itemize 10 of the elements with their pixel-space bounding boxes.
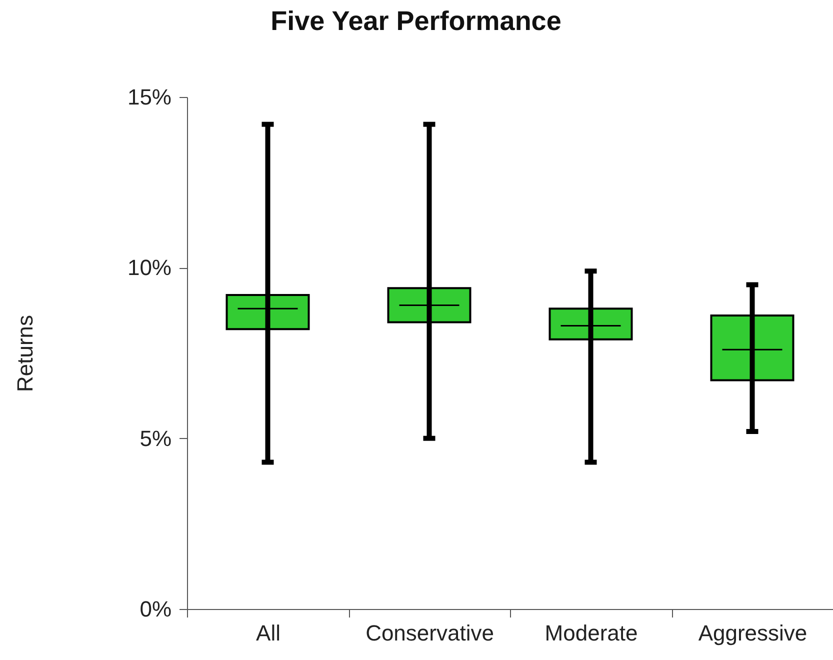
y-tick-label: 10% — [127, 255, 172, 280]
y-tick-label: 15% — [127, 84, 172, 110]
x-tick-label: Aggressive — [698, 620, 808, 646]
y-tick-label: 0% — [140, 596, 172, 622]
chart-title: Five Year Performance — [270, 6, 562, 36]
y-tick-label: 5% — [140, 426, 172, 451]
x-tick-label: All — [256, 620, 280, 646]
x-tick-label: Conservative — [366, 620, 494, 646]
x-tick-label: Moderate — [544, 620, 638, 646]
y-axis-title: Returns — [12, 314, 38, 392]
